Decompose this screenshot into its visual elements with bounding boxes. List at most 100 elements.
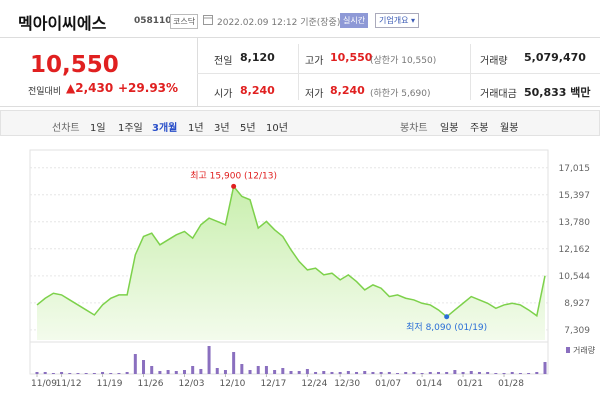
candle-tab[interactable]: 일봉 — [440, 123, 459, 134]
volume-bar — [535, 371, 539, 374]
calendar-icon — [203, 15, 213, 25]
volume-bar — [346, 371, 350, 374]
period-tab[interactable]: 1년 — [188, 123, 204, 134]
volume-bar — [158, 371, 162, 374]
tab-bar — [0, 110, 600, 136]
realtime-badge[interactable]: 실시간 — [340, 13, 369, 28]
period-tab[interactable]: 1주일 — [118, 123, 143, 134]
change-value: 2,430 — [75, 81, 114, 95]
volume-bar — [412, 371, 416, 374]
volume-bar — [60, 371, 64, 374]
volume-bar — [330, 371, 334, 374]
volume-bar — [494, 373, 498, 374]
volume-bar — [289, 371, 293, 374]
x-tick-label: 01/07 — [375, 379, 401, 389]
quote-label: 거래량 — [480, 56, 508, 67]
period-tab[interactable]: 3개월 — [152, 123, 178, 134]
y-tick-label: 7,309 — [564, 326, 590, 336]
volume-bar — [232, 352, 236, 374]
y-tick-label: 10,544 — [559, 272, 591, 282]
volume-bar — [371, 371, 375, 374]
period-tab[interactable]: 1일 — [90, 123, 106, 134]
volume-bar — [322, 371, 326, 374]
volume-bar — [314, 371, 318, 374]
volume-legend-swatch — [566, 347, 570, 353]
volume-bar — [436, 371, 440, 374]
volume-bar — [281, 368, 285, 374]
quote-label: 고가 — [305, 56, 324, 67]
candle-tab[interactable]: 주봉 — [470, 123, 489, 134]
volume-bar — [191, 365, 195, 374]
quote-value: 8,120 — [240, 51, 275, 64]
extreme-point — [231, 183, 237, 189]
volume-bar — [477, 371, 481, 374]
overview-button[interactable]: 기업개요 ▾ — [375, 13, 420, 28]
volume-bar — [174, 371, 178, 374]
quote-value: 10,550 — [330, 51, 373, 64]
y-tick-label: 17,015 — [559, 164, 591, 174]
volume-bar — [404, 371, 408, 374]
x-tick-label: 12/30 — [334, 379, 360, 389]
stock-name: 멕아이씨에스 — [18, 14, 107, 33]
divider — [0, 106, 600, 107]
volume-bar — [453, 370, 457, 374]
x-tick-label: 01/14 — [416, 379, 442, 389]
period-tab[interactable]: 10년 — [266, 123, 288, 134]
x-tick-label: 12/17 — [260, 379, 286, 389]
volume-bar — [150, 365, 154, 374]
separator — [197, 38, 198, 106]
volume-bar — [142, 360, 146, 374]
plot-frame — [29, 149, 549, 375]
volume-bar — [182, 370, 186, 374]
quote-value: 8,240 — [330, 84, 365, 97]
volume-bar — [109, 373, 113, 374]
volume-bar — [445, 371, 449, 374]
volume-bar — [215, 368, 219, 374]
x-tick-label: 11/19 — [97, 379, 123, 389]
volume-bar — [387, 371, 391, 374]
x-tick-label: 01/28 — [498, 379, 524, 389]
volume-bar — [264, 365, 268, 374]
current-price: 10,550 — [30, 52, 119, 78]
volume-bar — [101, 371, 105, 374]
volume-bar — [396, 373, 400, 374]
volume-bar — [420, 373, 424, 374]
volume-bar — [363, 371, 367, 374]
timestamp: 2022.02.09 12:12 기준(장중) — [217, 18, 341, 28]
price-area — [37, 186, 545, 340]
divider — [0, 37, 600, 38]
overview-label[interactable]: 기업개요 — [379, 16, 409, 25]
period-tab[interactable]: 3년 — [214, 123, 230, 134]
volume-bar — [510, 371, 514, 374]
volume-bar — [297, 371, 301, 374]
volume-bar — [305, 368, 309, 374]
x-tick-label: 11/09 — [31, 379, 57, 389]
volume-bar — [125, 371, 129, 374]
quote-label: 시가 — [214, 89, 233, 100]
volume-bar — [199, 368, 203, 374]
volume-bar — [133, 354, 137, 374]
separator — [298, 44, 299, 100]
volume-bar — [240, 364, 244, 374]
volume-bar — [543, 362, 547, 374]
volume-bar — [207, 346, 211, 374]
volume-bar — [518, 373, 522, 374]
volume-bar — [117, 373, 121, 374]
annotation: 최고 15,900 (12/13) — [190, 170, 277, 181]
period-tab[interactable]: 5년 — [240, 123, 256, 134]
volume-bar — [355, 371, 359, 374]
quote-label: 전일 — [214, 56, 233, 67]
x-tick-label: 11/26 — [138, 379, 164, 389]
y-tick-label: 8,927 — [564, 299, 590, 309]
volume-legend: 거래량 — [573, 345, 596, 355]
quote-value: 50,833 백만 — [524, 86, 591, 99]
market-badge: 코스닥 — [170, 14, 199, 29]
quote-label: 저가 — [305, 89, 324, 100]
change-pct: +29.93% — [118, 81, 179, 95]
volume-bar — [43, 371, 47, 374]
chart: 17,015 15,397 13,780 12,162 10,544 8,927 7,309… — [29, 149, 596, 389]
quote-note: (상한가 10,550) — [370, 56, 437, 66]
volume-bar — [502, 373, 506, 374]
candle-tab[interactable]: 월봉 — [500, 123, 519, 134]
